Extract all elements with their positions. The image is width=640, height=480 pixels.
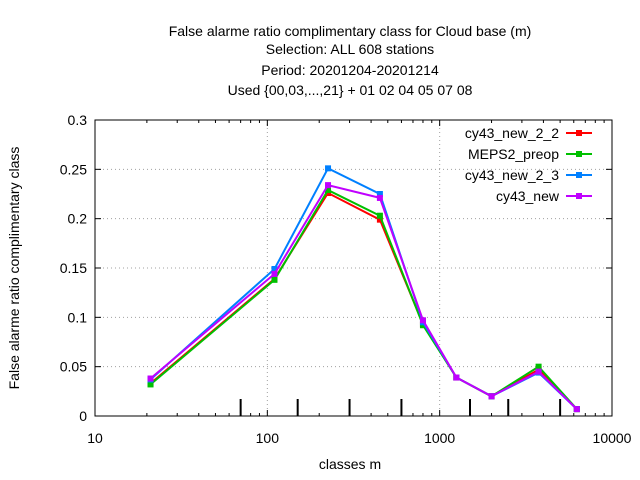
series-cy43_new_2_2 (147, 190, 580, 413)
legend-label: cy43_new_2_3 (465, 167, 559, 183)
y-tick-label: 0.2 (68, 211, 88, 227)
legend-label: cy43_new_2_2 (465, 125, 559, 141)
data-point (535, 368, 542, 375)
data-point (535, 363, 542, 370)
data-point (376, 194, 383, 201)
data-point (147, 375, 154, 382)
series-MEPS2_preop (147, 187, 580, 413)
data-point (325, 187, 332, 194)
data-point (376, 191, 383, 197)
x-tick-label: 1000 (424, 430, 455, 446)
class-markers (239, 399, 562, 416)
legend-swatch-marker (576, 130, 582, 136)
y-tick-label: 0.25 (60, 161, 87, 177)
y-tick-label: 0.15 (60, 260, 87, 276)
series-group (147, 165, 580, 413)
y-tick-label: 0.05 (60, 359, 87, 375)
data-point (453, 374, 460, 381)
series-line (149, 191, 578, 410)
plot-frame (94, 119, 613, 417)
title-line-2: Selection: ALL 608 stations (266, 41, 434, 57)
data-point (147, 381, 154, 388)
legend-label: MEPS2_preop (468, 146, 559, 162)
y-axis-label: False alarme ratio complimentary class (6, 147, 22, 390)
y-tick-label: 0.1 (68, 309, 88, 325)
legend-swatch-marker (576, 172, 582, 178)
legend-entry-MEPS2_preop: MEPS2_preop (468, 146, 592, 162)
y-axis: 0 0.05 0.1 0.15 0.2 0.25 0.3 (60, 112, 612, 424)
chart-title: False alarme ratio complimentary class f… (169, 23, 532, 98)
title-line-3: Period: 20201204-20201214 (261, 62, 439, 78)
x-tick-label: 10000 (593, 430, 632, 446)
series-line (149, 166, 578, 410)
x-tick-label: 10 (87, 430, 103, 446)
x-tick-label: 100 (256, 430, 280, 446)
legend-entry-cy43_new: cy43_new (496, 188, 592, 204)
grid-lines (95, 120, 612, 416)
legend: cy43_new_2_2 MEPS2_preop cy43_new_2_3 cy43_… (465, 125, 592, 204)
data-point (419, 317, 426, 324)
data-point (325, 182, 332, 189)
data-point (271, 276, 278, 283)
title-line-1: False alarme ratio complimentary class f… (169, 23, 532, 39)
data-point (271, 265, 278, 272)
data-point (573, 406, 580, 413)
data-point (325, 165, 332, 172)
series-line (149, 188, 578, 410)
data-point (271, 270, 278, 277)
y-tick-label: 0.3 (68, 112, 88, 128)
data-point (376, 216, 383, 223)
title-line-4: Used {00,03,...,21} + 01 02 04 05 07 08 (228, 82, 473, 98)
legend-entry-cy43_new_2_3: cy43_new_2_3 (465, 167, 592, 183)
y-tick-label: 0 (79, 408, 87, 424)
series-cy43_new (147, 182, 580, 413)
legend-entry-cy43_new_2_2: cy43_new_2_2 (465, 125, 592, 141)
x-axis: 10 100 1000 10000 (87, 120, 632, 446)
data-point (376, 212, 383, 219)
legend-label: cy43_new (496, 188, 560, 204)
data-point (488, 393, 495, 400)
legend-swatch-marker (576, 193, 582, 199)
legend-swatch-marker (576, 151, 582, 157)
x-axis-label: classes m (319, 456, 381, 472)
